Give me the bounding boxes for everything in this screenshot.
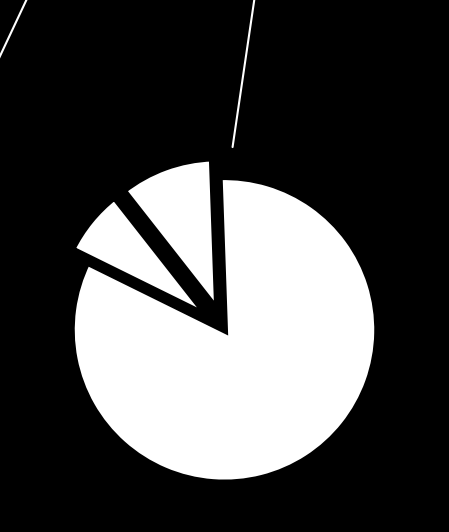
Text: E3 i E4 =  0,15%
E5 i E6 =  2,30%
E7 i E8 =  4,67%: E3 i E4 = 0,15% E5 i E6 = 2,30% E7 i E8 … [0, 0, 156, 163]
Text: E3 i E4 =  0,28%
E5 i E6 =  7,95%
E7 i E8 =  1,80%: E3 i E4 = 0,28% E5 i E6 = 7,95% E7 i E8 … [194, 0, 348, 147]
Wedge shape [71, 177, 378, 483]
Wedge shape [123, 158, 218, 311]
Wedge shape [72, 197, 209, 317]
